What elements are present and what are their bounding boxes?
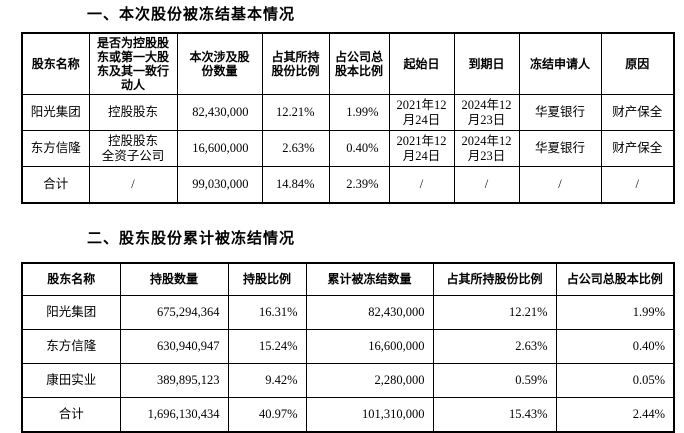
table-cell: 2,280,000 — [305, 363, 434, 398]
table-row: 东方信隆 控股股东 全资子公司 16,600,000 2.63% 0.40% 2021年1… — [21, 130, 675, 167]
column-header: 累计被冻结数量 — [305, 262, 434, 296]
table-cell: 82,430,000 — [176, 94, 263, 131]
table-cell: 101,310,000 — [305, 397, 434, 432]
section2-title: 二、股东股份累计被冻结情况 — [87, 229, 296, 247]
table-cell: 康田实业 — [21, 363, 121, 398]
table-cell: 2.39% — [328, 166, 390, 203]
table-cell: 14.84% — [261, 166, 330, 203]
table-cell: 16,600,000 — [305, 329, 434, 364]
table-cell: 389,895,123 — [119, 363, 229, 398]
table-cell: / — [518, 166, 602, 203]
table-cell: 2021年12 月24日 — [388, 130, 455, 167]
table-cell: 82,430,000 — [305, 295, 434, 330]
column-header: 占其所持股份比例 — [432, 262, 557, 296]
table-cell: 东方信隆 — [21, 130, 90, 167]
column-header: 占公司总股本比例 — [555, 262, 675, 296]
table-cell: 99,030,000 — [176, 166, 263, 203]
column-header: 原因 — [600, 32, 675, 95]
column-header: 股东名称 — [21, 262, 121, 296]
table-cell: / — [88, 166, 178, 203]
table-cell: 0.59% — [432, 363, 557, 398]
table-cell: / — [388, 166, 455, 203]
table-cell: 1.99% — [555, 295, 675, 330]
table-cell: / — [600, 166, 675, 203]
table-cell: 2.44% — [555, 397, 675, 432]
table-cell: 合计 — [21, 397, 121, 432]
table-row: 东方信隆 630,940,947 15.24% 16,600,000 2.63% 0.40… — [21, 329, 675, 364]
column-header: 占其所持 股份比例 — [261, 32, 330, 95]
table-cell: / — [453, 166, 520, 203]
table-cell: 40.97% — [227, 397, 307, 432]
column-header: 到期日 — [453, 32, 520, 95]
cumulative-frozen-shares-table: 股东名称 持股数量 持股比例 累计被冻结数量 占其所持股份比例 占公司总股本比例 阳光集团 6… — [21, 261, 675, 433]
table-cell: 阳光集团 — [21, 94, 90, 131]
table-row: 康田实业 389,895,123 9.42% 2,280,000 0.59% 0.05% — [21, 363, 675, 398]
table-cell: 12.21% — [261, 94, 330, 131]
column-header: 占公司总 股本比例 — [328, 32, 390, 95]
table-cell: 0.40% — [555, 329, 675, 364]
table-cell: 阳光集团 — [21, 295, 121, 330]
table-cell: 0.05% — [555, 363, 675, 398]
table-cell: 2021年12 月24日 — [388, 94, 455, 131]
table-row: 合计 1,696,130,434 40.97% 101,310,000 15.43% 2.… — [21, 397, 675, 432]
column-header: 本次涉及股 份数量 — [176, 32, 263, 95]
section1-title: 一、本次股份被冻结基本情况 — [87, 6, 296, 23]
table-cell: 16,600,000 — [176, 130, 263, 167]
table-cell: 9.42% — [227, 363, 307, 398]
table-cell: 华夏银行 — [518, 94, 602, 131]
table-cell: 财产保全 — [600, 94, 675, 131]
table-cell: 2.63% — [261, 130, 330, 167]
column-header: 股东名称 — [21, 32, 90, 95]
table-cell: 15.43% — [432, 397, 557, 432]
header-row: 股东名称 持股数量 持股比例 累计被冻结数量 占其所持股份比例 占公司总股本比例 — [21, 262, 675, 296]
column-header: 冻结申请人 — [518, 32, 602, 95]
column-header: 持股比例 — [227, 262, 307, 296]
frozen-shares-basic-table: 股东名称 是否为控股股 东或第一大股 东及其一致行 动人 本次涉及股 份数量 占其所持… — [21, 32, 675, 204]
table-cell: 1.99% — [328, 94, 390, 131]
table-cell: 华夏银行 — [518, 130, 602, 167]
table-cell: 合计 — [21, 166, 90, 203]
table-cell: 控股股东 — [88, 94, 178, 131]
table-row: 阳光集团 控股股东 82,430,000 12.21% 1.99% 2021年12 月24… — [21, 94, 675, 131]
table-cell: 0.40% — [328, 130, 390, 167]
table-cell: 675,294,364 — [119, 295, 229, 330]
table-cell: 1,696,130,434 — [119, 397, 229, 432]
header-row: 股东名称 是否为控股股 东或第一大股 东及其一致行 动人 本次涉及股 份数量 占其所持… — [21, 32, 675, 95]
table-cell: 2024年12 月23日 — [453, 130, 520, 167]
column-header: 持股数量 — [119, 262, 229, 296]
table-cell: 控股股东 全资子公司 — [88, 130, 178, 167]
table-cell: 15.24% — [227, 329, 307, 364]
column-header: 是否为控股股 东或第一大股 东及其一致行 动人 — [88, 32, 178, 95]
table-row: 阳光集团 675,294,364 16.31% 82,430,000 12.21% 1.9… — [21, 295, 675, 330]
table-cell: 财产保全 — [600, 130, 675, 167]
table-row: 合计/99,030,000 14.84% 2.39% / / / / — [21, 166, 675, 203]
column-header: 起始日 — [388, 32, 455, 95]
table-cell: 12.21% — [432, 295, 557, 330]
table-cell: 2024年12 月23日 — [453, 94, 520, 131]
table-cell: 16.31% — [227, 295, 307, 330]
table-cell: 2.63% — [432, 329, 557, 364]
table-cell: 630,940,947 — [119, 329, 229, 364]
table-cell: 东方信隆 — [21, 329, 121, 364]
